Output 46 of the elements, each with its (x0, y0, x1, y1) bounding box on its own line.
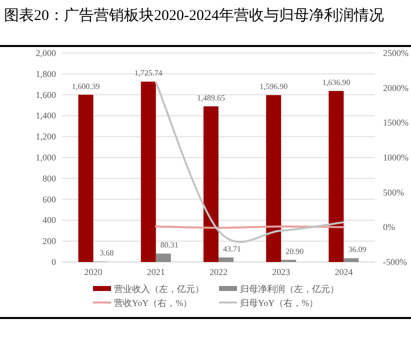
bar (266, 95, 282, 262)
bar (328, 90, 344, 262)
y2-tick-label: -500% (383, 257, 408, 267)
x-tick-label: 2024 (334, 267, 354, 277)
data-label: 36.09 (348, 245, 366, 254)
data-label: 1,489.65 (197, 93, 225, 102)
x-tick-label: 2020 (84, 267, 103, 277)
y-tick-label: 400 (42, 215, 56, 226)
bar (218, 257, 234, 262)
y2-tick-label: 500% (383, 187, 404, 198)
data-label: 80.31 (160, 240, 178, 250)
data-label: 3.68 (100, 248, 114, 258)
y-tick-label: 1,400 (36, 110, 56, 121)
y-tick-label: 1,800 (36, 68, 56, 79)
bar (140, 82, 156, 262)
y-tick-label: 800 (42, 173, 56, 184)
y-tick-label: 0 (52, 257, 56, 267)
legend-label: 归母YoY（右，%） (240, 298, 318, 308)
bar (78, 94, 94, 262)
data-label: 1,596.90 (260, 82, 288, 92)
x-tick-label: 2023 (272, 267, 291, 277)
y-tick-label: 1,200 (36, 132, 56, 142)
y2-tick-label: 2500% (383, 48, 409, 58)
x-tick-label: 2022 (210, 267, 228, 277)
bar (156, 254, 171, 262)
data-label: 1,725.74 (134, 68, 162, 78)
y2-tick-label: 1500% (383, 118, 409, 128)
y2-tick-label: 2000% (383, 82, 409, 93)
x-tick-label: 2021 (146, 267, 165, 277)
y2-tick-label: 0% (383, 222, 396, 232)
chart-title: 图表20：广告营销板块2020-2024年营收与归母净利润情况 (4, 7, 384, 24)
y-tick-label: 2,000 (36, 48, 56, 58)
y-tick-label: 1,000 (36, 152, 56, 162)
data-label: 43.71 (223, 244, 241, 254)
y2-tick-label: 1000% (383, 152, 409, 162)
legend-label: 营收YoY（右，%） (114, 298, 192, 308)
legend-label: 营业收入（左，亿元） (114, 284, 204, 294)
bar (344, 258, 359, 262)
data-label: 1,636.90 (322, 78, 350, 87)
legend-label: 归母净利润（左，亿元） (240, 284, 339, 294)
bar (204, 106, 218, 262)
y-tick-label: 1,600 (36, 90, 56, 100)
data-label: 1,600.39 (72, 82, 100, 91)
data-label: 20.90 (286, 246, 304, 256)
y-tick-label: 600 (42, 194, 56, 204)
y-tick-label: 200 (42, 236, 56, 246)
